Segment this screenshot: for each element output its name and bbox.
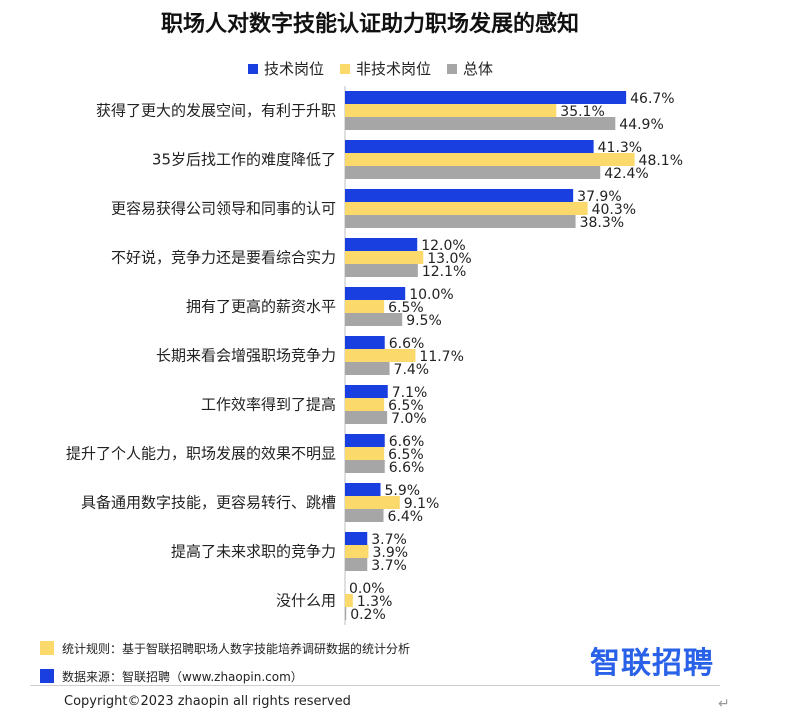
category-label: 提升了个人能力，职场发展的效果不明显 <box>66 445 336 463</box>
value-label-total: 44.9% <box>619 117 663 133</box>
value-label-total: 0.2% <box>350 607 386 623</box>
value-label-total: 6.4% <box>388 509 424 525</box>
value-label-tech: 37.9% <box>577 189 621 205</box>
value-label-total: 42.4% <box>604 166 648 182</box>
bar-tech <box>345 385 388 398</box>
legend-label-tech: 技术岗位 <box>264 60 325 78</box>
return-mark-icon: ↵ <box>718 696 730 712</box>
category-label: 工作效率得到了提高 <box>201 396 336 414</box>
bar-tech <box>345 336 385 349</box>
legend-label-nontech: 非技术岗位 <box>356 60 432 78</box>
bar-tech <box>345 434 385 447</box>
bar-nontech <box>345 300 385 313</box>
note-rule: 统计规则：基于智联招聘职场人数字技能培养调研数据的统计分析 <box>40 638 410 658</box>
bar-tech <box>345 483 381 496</box>
bar-total <box>345 264 418 277</box>
bar-nontech <box>345 447 385 460</box>
value-label-nontech: 13.0% <box>427 251 471 267</box>
legend-label-total: 总体 <box>463 60 494 78</box>
note-source-text: 数据来源：智联招聘（www.zhaopin.com） <box>62 669 303 684</box>
category-label: 具备通用数字技能，更容易转行、跳槽 <box>81 494 336 512</box>
note-rule-swatch <box>40 641 54 655</box>
bar-total <box>345 215 576 228</box>
note-rule-text: 统计规则：基于智联招聘职场人数字技能培养调研数据的统计分析 <box>62 641 411 656</box>
zhaopin-logo: 智联招聘 <box>590 646 714 681</box>
value-label-tech: 41.3% <box>598 140 642 156</box>
bar-nontech <box>345 202 588 215</box>
legend-item-total: 总体 <box>447 58 493 79</box>
category-label: 不好说，竞争力还是要看综合实力 <box>111 249 336 267</box>
bar-total <box>345 509 384 522</box>
chart-title: 职场人对数字技能认证助力职场发展的感知 <box>160 12 579 37</box>
legend-item-nontech: 非技术岗位 <box>340 58 431 79</box>
value-label-total: 6.6% <box>389 460 425 476</box>
value-label-tech: 6.6% <box>389 336 425 352</box>
bar-total <box>345 558 368 571</box>
value-label-total: 7.4% <box>394 362 430 378</box>
legend-swatch-tech <box>248 63 258 74</box>
bar-nontech <box>345 251 424 264</box>
bar-total <box>345 166 601 179</box>
value-label-tech: 12.0% <box>421 238 465 254</box>
value-label-tech: 3.7% <box>371 532 407 548</box>
legend-item-tech: 技术岗位 <box>248 58 324 79</box>
value-label-tech: 6.6% <box>389 434 425 450</box>
value-label-nontech: 11.7% <box>419 349 463 365</box>
bar-total <box>345 362 390 375</box>
value-label-nontech: 3.9% <box>372 545 408 561</box>
bar-total <box>345 607 347 620</box>
bar-tech <box>345 189 574 202</box>
bar-tech <box>345 140 594 153</box>
category-label: 获得了更大的发展空间，有利于升职 <box>96 102 336 120</box>
bar-nontech <box>345 349 416 362</box>
value-label-total: 12.1% <box>422 264 466 280</box>
value-label-nontech: 6.5% <box>388 300 424 316</box>
value-label-nontech: 48.1% <box>639 153 683 169</box>
category-label: 35岁后找工作的难度降低了 <box>152 151 336 169</box>
category-label: 提高了未来求职的竞争力 <box>171 543 336 561</box>
category-label: 没什么用 <box>276 592 336 610</box>
bar-tech <box>345 287 406 300</box>
value-label-total: 38.3% <box>580 215 624 231</box>
bar-nontech <box>345 153 635 166</box>
footer-divider <box>30 685 720 686</box>
bar-total <box>345 117 616 130</box>
bar-total <box>345 411 388 424</box>
value-label-total: 3.7% <box>371 558 407 574</box>
bar-nontech <box>345 594 353 607</box>
bar-nontech <box>345 398 385 411</box>
value-label-tech: 5.9% <box>385 483 421 499</box>
legend-swatch-total <box>447 63 458 74</box>
bar-nontech <box>345 104 557 117</box>
value-label-nontech: 1.3% <box>357 594 393 610</box>
note-source-swatch <box>40 669 54 683</box>
value-label-nontech: 9.1% <box>404 496 440 512</box>
category-label: 长期来看会增强职场竞争力 <box>156 347 336 365</box>
bar-nontech <box>345 496 400 509</box>
value-label-nontech: 6.5% <box>388 398 424 414</box>
bar-tech <box>345 238 418 251</box>
value-label-tech: 46.7% <box>630 91 674 107</box>
legend: 技术岗位 非技术岗位 总体 <box>248 58 493 79</box>
legend-swatch-nontech <box>340 63 351 74</box>
copyright-text: Copyright©2023 zhaopin all rights reserv… <box>64 694 351 709</box>
value-label-tech: 10.0% <box>409 287 453 303</box>
bar-nontech <box>345 545 369 558</box>
value-label-total: 7.0% <box>391 411 427 427</box>
bar-tech <box>345 91 627 104</box>
value-label-nontech: 6.5% <box>388 447 424 463</box>
value-label-total: 9.5% <box>406 313 442 329</box>
bar-chart: 获得了更大的发展空间，有利于升职 46.7% 35.1% 44.9% 35岁后找工作的难… <box>66 86 683 625</box>
category-label: 更容易获得公司领导和同事的认可 <box>111 200 336 218</box>
bar-total <box>345 313 403 326</box>
notes: 统计规则：基于智联招聘职场人数字技能培养调研数据的统计分析 数据来源：智联招聘（… <box>40 638 410 694</box>
bar-tech <box>345 532 368 545</box>
value-label-nontech: 35.1% <box>560 104 604 120</box>
value-label-tech: 0.0% <box>349 581 385 597</box>
category-label: 拥有了更高的薪资水平 <box>186 298 336 316</box>
bar-total <box>345 460 385 473</box>
value-label-tech: 7.1% <box>392 385 428 401</box>
note-source: 数据来源：智联招聘（www.zhaopin.com） <box>40 666 410 686</box>
value-label-nontech: 40.3% <box>592 202 636 218</box>
